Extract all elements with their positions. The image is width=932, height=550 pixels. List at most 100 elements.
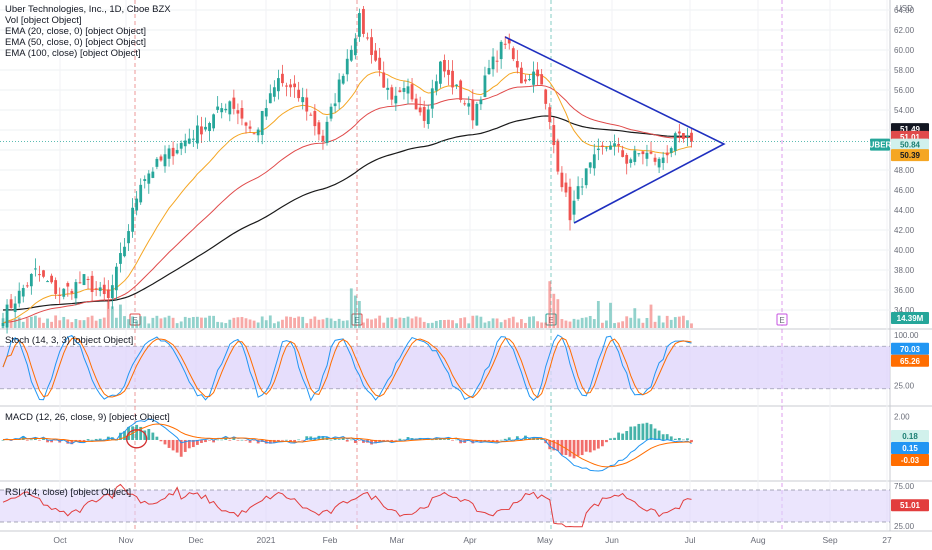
volume-bar — [686, 320, 689, 328]
volume-bar — [305, 323, 309, 328]
macd-histogram-bar — [54, 439, 58, 441]
macd-histogram-bar — [119, 432, 122, 440]
symbol-badge-bg — [870, 138, 890, 151]
macd-histogram-bar — [159, 439, 163, 442]
volume-bar — [200, 317, 203, 328]
volume-bar — [507, 318, 511, 328]
macd-histogram-bar — [252, 439, 256, 441]
volume-bar — [333, 320, 337, 328]
macd-histogram-bar — [382, 439, 386, 441]
volume-bar — [151, 317, 155, 328]
macd-histogram-bar — [297, 439, 301, 441]
candle-body — [163, 154, 167, 167]
volume-bar — [560, 319, 564, 328]
candle-body — [321, 135, 325, 142]
volume-bar — [228, 319, 232, 328]
volume-bar — [657, 315, 661, 328]
candle-body — [17, 290, 21, 304]
volume-bar — [467, 323, 471, 328]
volume-bar — [584, 317, 588, 328]
volume-bar — [38, 317, 41, 328]
earnings-marker-label: E — [779, 316, 784, 325]
stoch-label[interactable]: Stoch (14, 3, 3) [object Object] — [5, 335, 134, 346]
volume-bar — [690, 323, 693, 328]
volume-bar — [106, 301, 110, 328]
volume-bar — [167, 315, 171, 328]
volume-bar — [264, 320, 268, 328]
volume-bar — [479, 316, 483, 328]
legend-ema100[interactable]: EMA (100, close) [object Object] — [5, 48, 141, 59]
macd-histogram-bar — [285, 439, 288, 441]
macd-histogram-bar — [641, 423, 645, 440]
candle-body — [406, 86, 410, 94]
candle-body — [515, 61, 519, 68]
candle-body — [90, 275, 94, 292]
volume-bar — [349, 288, 353, 328]
macd-histogram-bar — [224, 437, 228, 440]
volume-bar — [572, 318, 576, 328]
volume-bar — [90, 315, 94, 328]
candle-body — [248, 126, 252, 129]
macd-histogram-bar — [370, 439, 373, 445]
volume-bar — [240, 316, 244, 328]
volume-bar — [414, 316, 418, 328]
legend-ema50[interactable]: EMA (50, close, 0) [object Object] — [5, 37, 146, 48]
candle-body — [540, 74, 544, 85]
macd-histogram-bar — [98, 438, 102, 440]
candle-body — [102, 284, 106, 295]
candle-body — [196, 125, 199, 144]
macd-histogram-bar — [349, 439, 353, 441]
macd-histogram-bar — [556, 439, 560, 452]
macd-histogram-bar — [677, 438, 681, 440]
volume-bar — [503, 319, 507, 328]
macd-histogram-bar — [301, 439, 305, 441]
macd-histogram-bar — [661, 434, 665, 440]
candle-body — [220, 108, 224, 113]
candle-body — [362, 8, 365, 34]
candle-body — [686, 135, 689, 137]
volume-bar — [252, 320, 256, 328]
candle-body — [560, 172, 564, 188]
volume-bar — [596, 301, 600, 328]
volume-bar — [78, 320, 82, 328]
candle-body — [110, 285, 114, 299]
macd-histogram-bar — [102, 439, 106, 441]
macd-histogram-bar — [244, 439, 248, 441]
macd-histogram-bar — [268, 439, 272, 444]
candle-body — [422, 107, 426, 121]
triangle-pattern — [504, 36, 726, 224]
rsi-label[interactable]: RSI (14, close) [object Object] — [5, 487, 132, 498]
volume-bar — [309, 318, 313, 328]
volume-bar — [86, 317, 90, 328]
macd-histogram-bar — [353, 439, 357, 444]
candle-body — [281, 73, 284, 84]
legend-ema20[interactable]: EMA (20, close, 0) [object Object] — [5, 26, 146, 37]
volume-bar — [511, 316, 515, 328]
macd-histogram-bar — [305, 436, 309, 440]
volume-bar — [272, 323, 276, 328]
badge-macd-hist: -0.03 — [901, 456, 920, 465]
volume-bar — [621, 321, 625, 328]
stoch-tick-label: 100.00 — [894, 331, 919, 340]
candle-body — [353, 38, 357, 56]
volume-bar — [42, 322, 45, 328]
candle-body — [568, 186, 572, 221]
macd-histogram-bar — [475, 439, 479, 442]
macd-label[interactable]: MACD (12, 26, close, 9) [object Object] — [5, 412, 170, 423]
legend-vol[interactable]: Vol [object Object] — [5, 15, 82, 26]
macd-histogram-bar — [216, 439, 220, 441]
volume-bar — [58, 320, 62, 328]
candle-body — [677, 131, 681, 134]
macd-histogram-bar — [609, 438, 612, 440]
candle-body — [78, 282, 82, 284]
volume-bar — [370, 319, 373, 328]
main-legend: Uber Technologies, Inc., 1D, Cboe BZX Vo… — [5, 4, 171, 59]
volume-bar — [443, 320, 446, 328]
macd-histogram-bar — [596, 439, 600, 449]
macd-histogram-bar — [317, 435, 321, 440]
volume-bar — [649, 304, 653, 328]
macd-histogram-bar — [629, 426, 633, 440]
volume-bar — [378, 315, 382, 328]
